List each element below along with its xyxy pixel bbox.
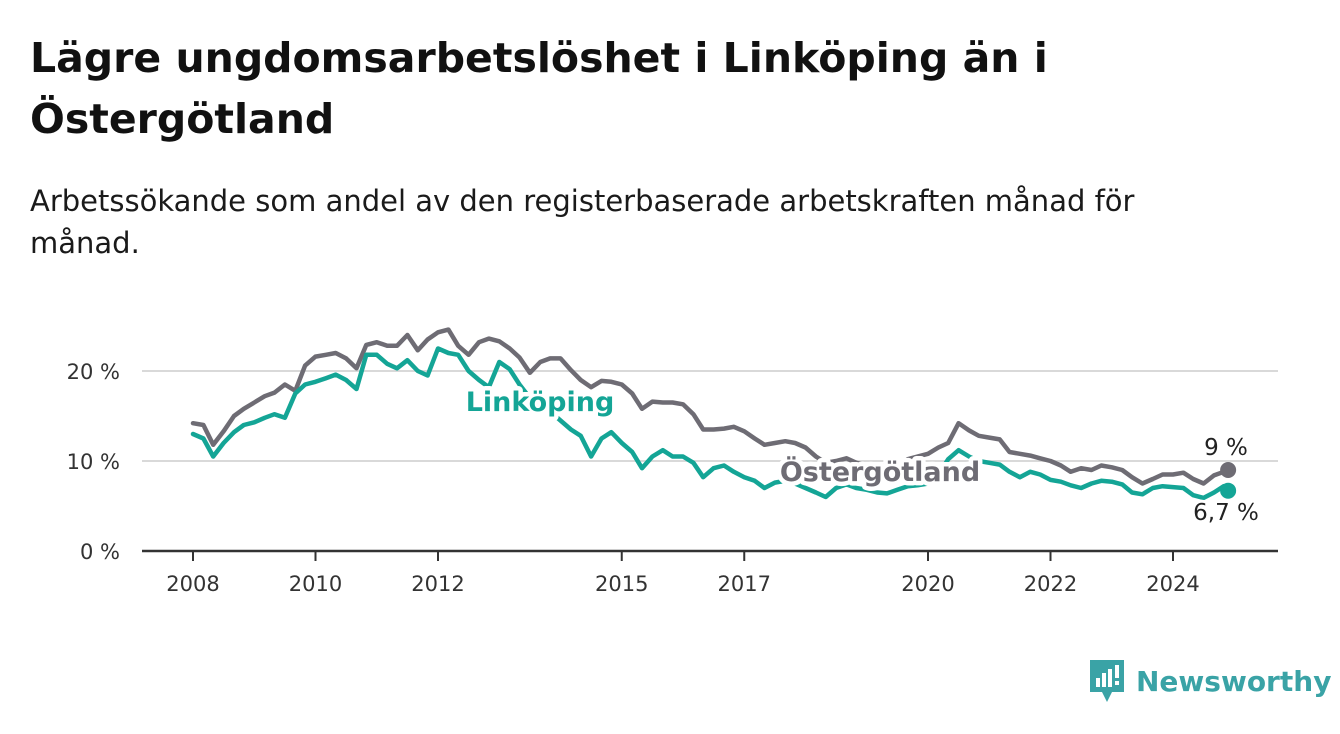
- series-labels: Östergötland Linköping 9 % 6,7 %: [461, 383, 1262, 530]
- end-point-ostergotland: [1220, 462, 1237, 478]
- x-axis: 2008 2010 2012 2015 2017 2020 2022 2024: [142, 549, 1278, 596]
- brand-name: Newsworthy: [1136, 664, 1332, 698]
- newsworthy-logo-icon: [1090, 660, 1124, 702]
- x-tick-label: 2008: [166, 572, 219, 596]
- end-value-label-ostergotland: 9 %: [1204, 435, 1248, 461]
- y-tick-label: 20 %: [67, 360, 120, 384]
- x-tick-label: 2022: [1024, 572, 1077, 596]
- chart-title: Lägre ungdomsarbetslöshet i Linköping än…: [30, 34, 1048, 143]
- x-tick-label: 2024: [1146, 572, 1199, 596]
- end-value-label-linkoping: 6,7 %: [1193, 500, 1259, 526]
- x-tick-label: 2017: [718, 572, 771, 596]
- chart-subtitle: Arbetssökande som andel av den registerb…: [30, 184, 1135, 260]
- x-tick-label: 2010: [289, 572, 342, 596]
- x-tick-label: 2015: [595, 572, 648, 596]
- x-tick-label: 2012: [411, 572, 464, 596]
- series-line-ostergotland: [190, 327, 1231, 486]
- grid-lines: [142, 370, 1278, 462]
- series-label-ostergotland: Östergötland: [780, 455, 980, 488]
- newsworthy-logo: Newsworthy: [1088, 658, 1331, 704]
- series-lines: [190, 327, 1237, 501]
- y-tick-label: 10 %: [67, 450, 120, 474]
- y-axis-labels: 0 % 10 % 20 %: [67, 360, 120, 564]
- x-tick-label: 2020: [901, 572, 954, 596]
- series-line-linkoping: [190, 346, 1231, 501]
- y-tick-label: 0 %: [80, 540, 120, 564]
- end-point-linkoping: [1220, 482, 1237, 499]
- line-chart: 0 % 10 % 20 % 2008 2010 2012 2015 2017 2020 2022…: [67, 327, 1278, 596]
- series-label-linkoping: Linköping: [466, 387, 615, 418]
